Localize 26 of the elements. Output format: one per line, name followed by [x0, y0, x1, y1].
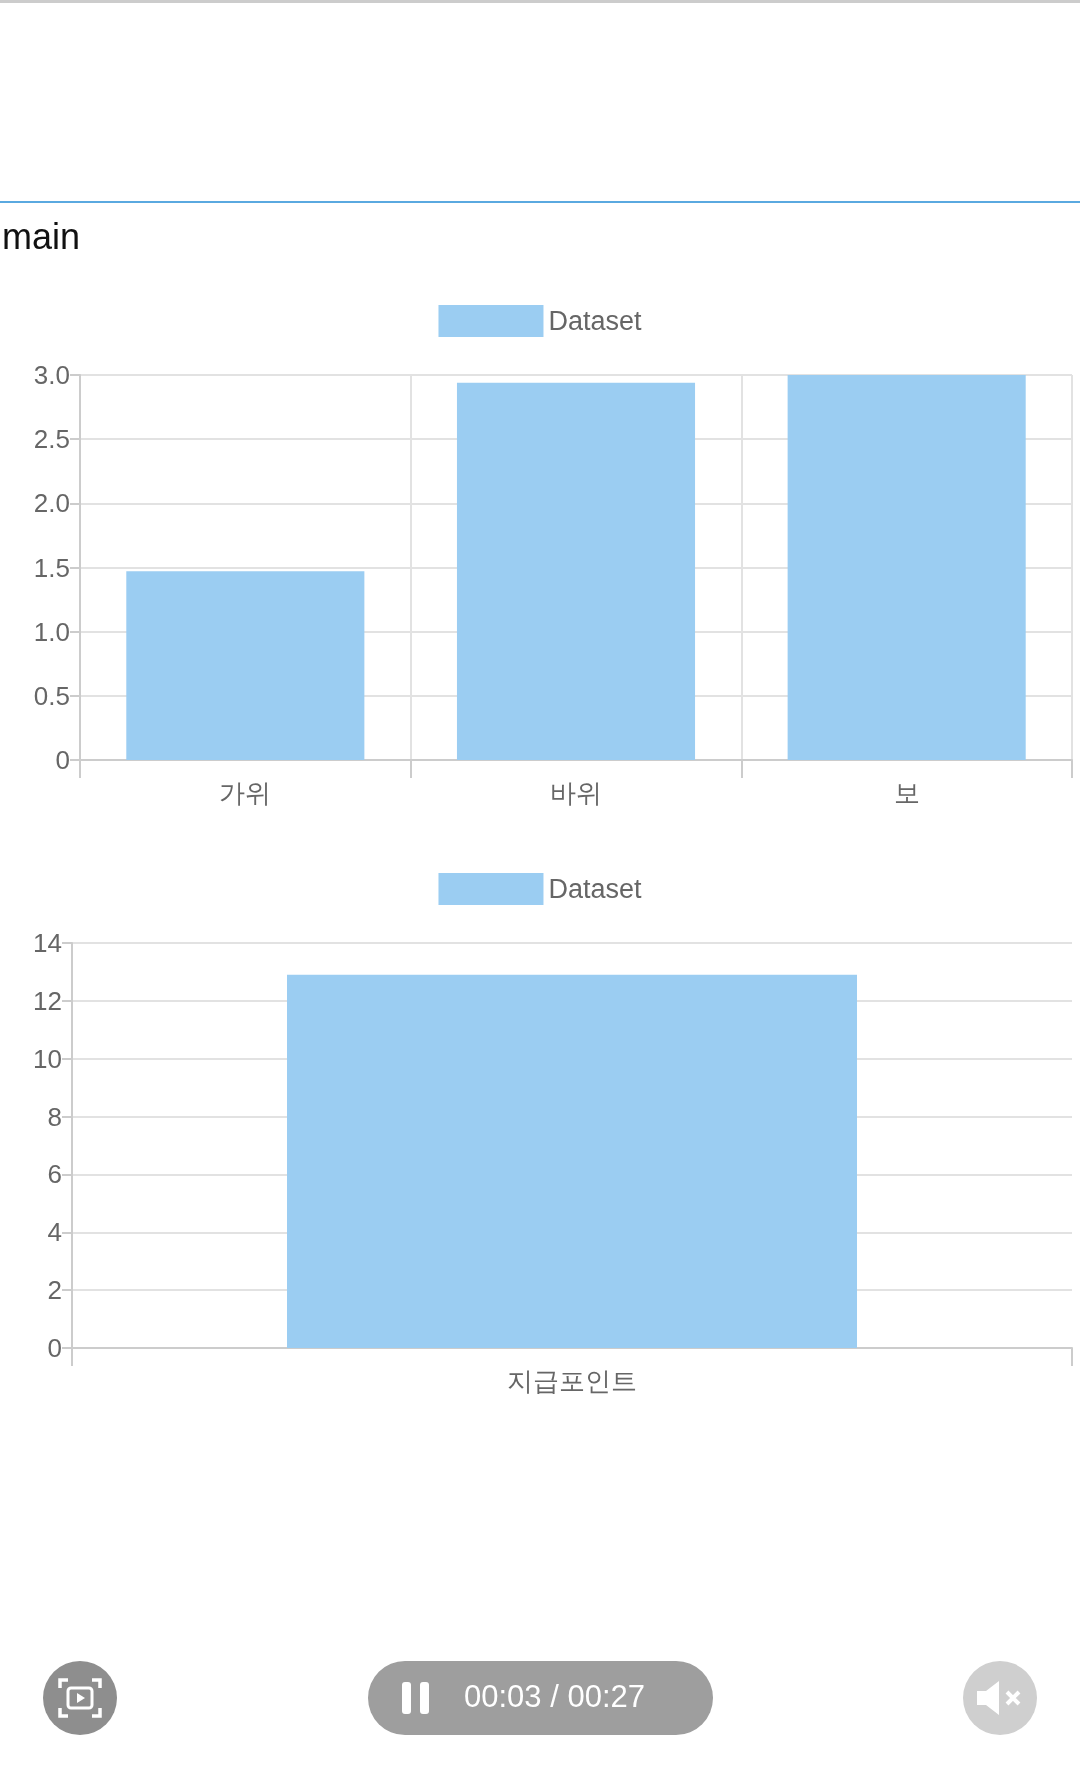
- bar: [787, 375, 1026, 760]
- y-tick-label: 8: [47, 1101, 62, 1132]
- y-tick-label: 6: [47, 1159, 62, 1190]
- x-tick-label: 보: [893, 778, 920, 808]
- legend-label: Dataset: [548, 874, 643, 904]
- chart-title: main: [2, 216, 81, 258]
- x-tick-label: 가위: [219, 778, 272, 808]
- y-tick-label: 10: [33, 1043, 62, 1074]
- x-tick-label: 바위: [550, 778, 602, 808]
- bar: [126, 571, 365, 760]
- legend-label: Dataset: [548, 306, 643, 336]
- y-tick-label: 14: [33, 928, 62, 958]
- y-tick-label: 1.5: [33, 552, 70, 583]
- y-tick-label: 0: [47, 1333, 62, 1363]
- x-tick-label: 지급포인트: [507, 1366, 637, 1396]
- y-tick-label: 2.5: [33, 424, 70, 455]
- y-tick-label: 0: [55, 745, 70, 775]
- y-tick-label: 0.5: [33, 680, 70, 711]
- y-tick-label: 12: [33, 985, 62, 1016]
- y-tick-label: 2: [47, 1275, 62, 1306]
- y-tick-label: 1.0: [33, 616, 70, 647]
- y-tick-label: 4: [47, 1217, 62, 1248]
- y-tick-label: 2.0: [33, 488, 70, 519]
- text: 00:03 / 00:27: [464, 1679, 645, 1715]
- y-tick-label: 3.0: [33, 360, 70, 390]
- bar: [456, 382, 696, 760]
